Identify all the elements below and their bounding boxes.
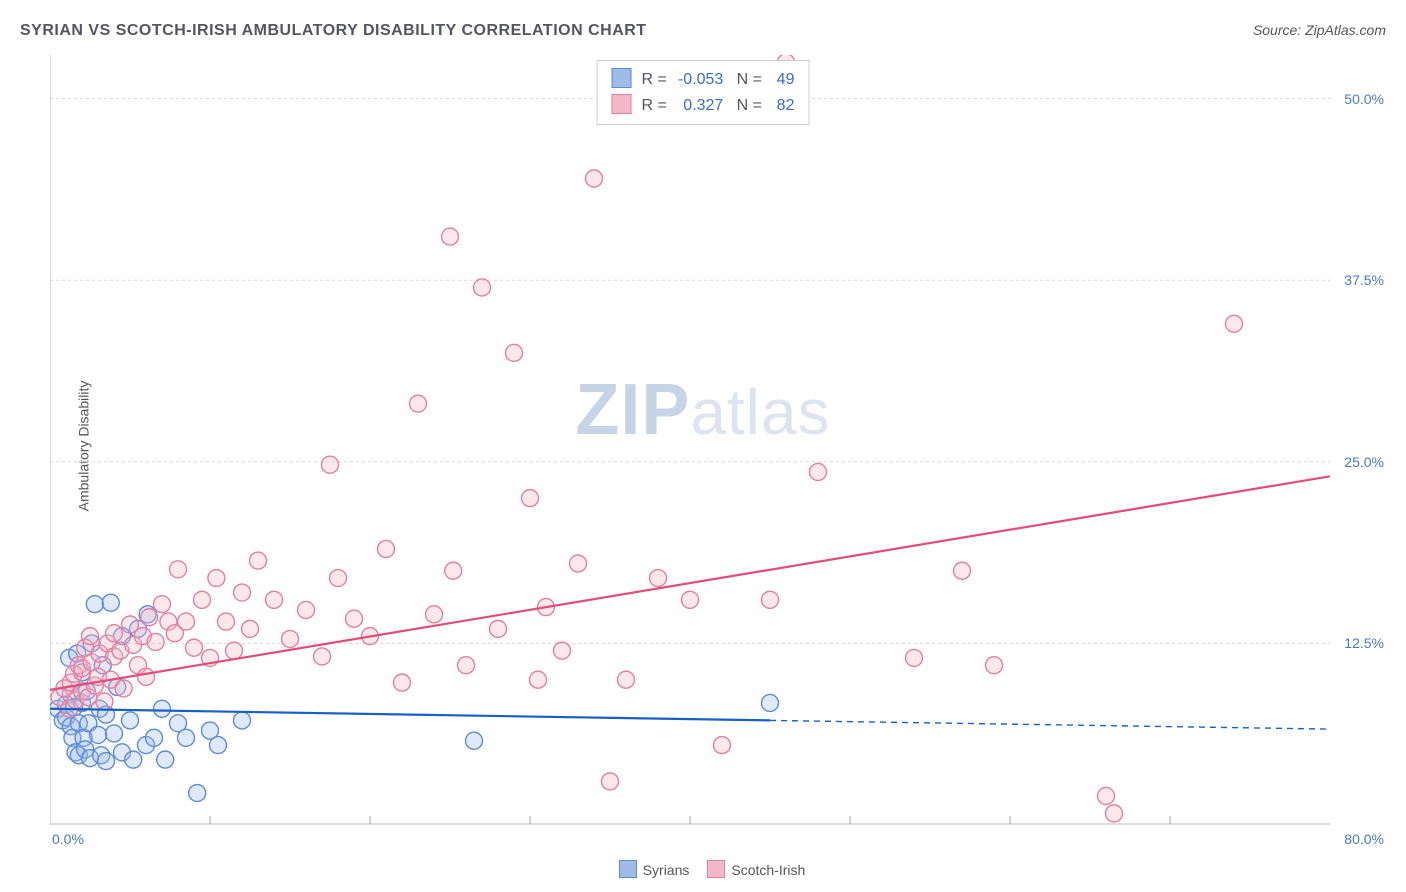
data-point bbox=[314, 648, 331, 665]
stats-row: R = -0.053 N = 49 bbox=[612, 67, 795, 93]
chart-title: SYRIAN VS SCOTCH-IRISH AMBULATORY DISABI… bbox=[20, 22, 647, 40]
data-point bbox=[458, 657, 475, 674]
x-min-label: 0.0% bbox=[52, 831, 84, 847]
data-point bbox=[242, 620, 259, 637]
data-point bbox=[86, 596, 103, 613]
data-point bbox=[178, 613, 195, 630]
data-point bbox=[474, 279, 491, 296]
data-point bbox=[170, 561, 187, 578]
data-point bbox=[282, 631, 299, 648]
data-point bbox=[378, 540, 395, 557]
data-point bbox=[266, 591, 283, 608]
data-point bbox=[218, 613, 235, 630]
data-point bbox=[490, 620, 507, 637]
data-point bbox=[186, 639, 203, 656]
data-point bbox=[762, 694, 779, 711]
legend-swatch bbox=[612, 68, 632, 88]
data-point bbox=[906, 649, 923, 666]
data-point bbox=[106, 625, 123, 642]
trend-line-extension bbox=[770, 720, 1330, 729]
data-point bbox=[445, 562, 462, 579]
data-point bbox=[178, 729, 195, 746]
n-value: 82 bbox=[766, 93, 794, 119]
data-point bbox=[138, 668, 155, 685]
y-tick-label: 25.0% bbox=[1344, 454, 1384, 470]
r-value: -0.053 bbox=[671, 67, 723, 93]
legend-swatch bbox=[619, 860, 637, 878]
data-point bbox=[1098, 787, 1115, 804]
data-point bbox=[250, 552, 267, 569]
data-point bbox=[125, 751, 142, 768]
data-point bbox=[141, 609, 158, 626]
data-point bbox=[1226, 315, 1243, 332]
data-point bbox=[426, 606, 443, 623]
data-point bbox=[650, 570, 667, 587]
source-attribution: Source: ZipAtlas.com bbox=[1253, 22, 1386, 38]
data-point bbox=[194, 591, 211, 608]
data-point bbox=[602, 773, 619, 790]
data-point bbox=[570, 555, 587, 572]
y-tick-label: 50.0% bbox=[1344, 91, 1384, 107]
data-point bbox=[330, 570, 347, 587]
chart-container: SYRIAN VS SCOTCH-IRISH AMBULATORY DISABI… bbox=[0, 0, 1406, 892]
data-point bbox=[530, 671, 547, 688]
data-point bbox=[322, 456, 339, 473]
y-tick-label: 12.5% bbox=[1344, 635, 1384, 651]
source-link[interactable]: ZipAtlas.com bbox=[1305, 22, 1386, 38]
data-point bbox=[82, 628, 99, 645]
data-point bbox=[210, 737, 227, 754]
data-point bbox=[208, 570, 225, 587]
data-point bbox=[586, 170, 603, 187]
data-point bbox=[115, 680, 132, 697]
data-point bbox=[234, 584, 251, 601]
data-point bbox=[154, 596, 171, 613]
data-point bbox=[410, 395, 427, 412]
bottom-legend: Syrians Scotch-Irish bbox=[0, 860, 1406, 878]
x-max-label: 80.0% bbox=[1344, 831, 1384, 847]
data-point bbox=[234, 712, 251, 729]
data-point bbox=[90, 726, 107, 743]
data-point bbox=[146, 729, 163, 746]
data-point bbox=[466, 732, 483, 749]
data-point bbox=[810, 463, 827, 480]
correlation-stats-box: R = -0.053 N = 49R = 0.327 N = 82 bbox=[597, 60, 810, 125]
data-point bbox=[298, 601, 315, 618]
data-point bbox=[986, 657, 1003, 674]
data-point bbox=[618, 671, 635, 688]
data-point bbox=[554, 642, 571, 659]
data-point bbox=[102, 594, 119, 611]
data-point bbox=[189, 785, 206, 802]
data-point bbox=[522, 490, 539, 507]
r-value: 0.327 bbox=[671, 93, 723, 119]
y-tick-label: 37.5% bbox=[1344, 272, 1384, 288]
data-point bbox=[122, 712, 139, 729]
data-point bbox=[106, 725, 123, 742]
legend-swatch bbox=[612, 94, 632, 114]
data-point bbox=[98, 753, 115, 770]
source-prefix: Source: bbox=[1253, 22, 1305, 38]
data-point bbox=[154, 700, 171, 717]
data-point bbox=[506, 344, 523, 361]
data-point bbox=[226, 642, 243, 659]
data-point bbox=[442, 228, 459, 245]
data-point bbox=[157, 751, 174, 768]
data-point bbox=[394, 674, 411, 691]
legend-swatch bbox=[707, 860, 725, 878]
scatter-plot bbox=[50, 55, 1330, 825]
data-point bbox=[682, 591, 699, 608]
data-point bbox=[147, 633, 164, 650]
data-point bbox=[1106, 805, 1123, 822]
data-point bbox=[954, 562, 971, 579]
data-point bbox=[714, 737, 731, 754]
data-point bbox=[96, 693, 113, 710]
legend-label: Syrians bbox=[643, 862, 690, 878]
stats-row: R = 0.327 N = 82 bbox=[612, 93, 795, 119]
data-point bbox=[346, 610, 363, 627]
data-point bbox=[762, 591, 779, 608]
n-value: 49 bbox=[766, 67, 794, 93]
legend-label: Scotch-Irish bbox=[731, 862, 805, 878]
trend-line bbox=[50, 476, 1330, 690]
